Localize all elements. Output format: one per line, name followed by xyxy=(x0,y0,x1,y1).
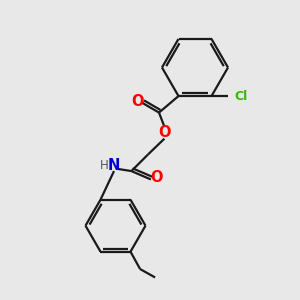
Text: O: O xyxy=(158,124,171,140)
Text: O: O xyxy=(131,94,143,109)
Text: O: O xyxy=(150,170,163,185)
Text: N: N xyxy=(108,158,120,173)
Text: H: H xyxy=(100,159,109,172)
Text: Cl: Cl xyxy=(234,90,247,103)
